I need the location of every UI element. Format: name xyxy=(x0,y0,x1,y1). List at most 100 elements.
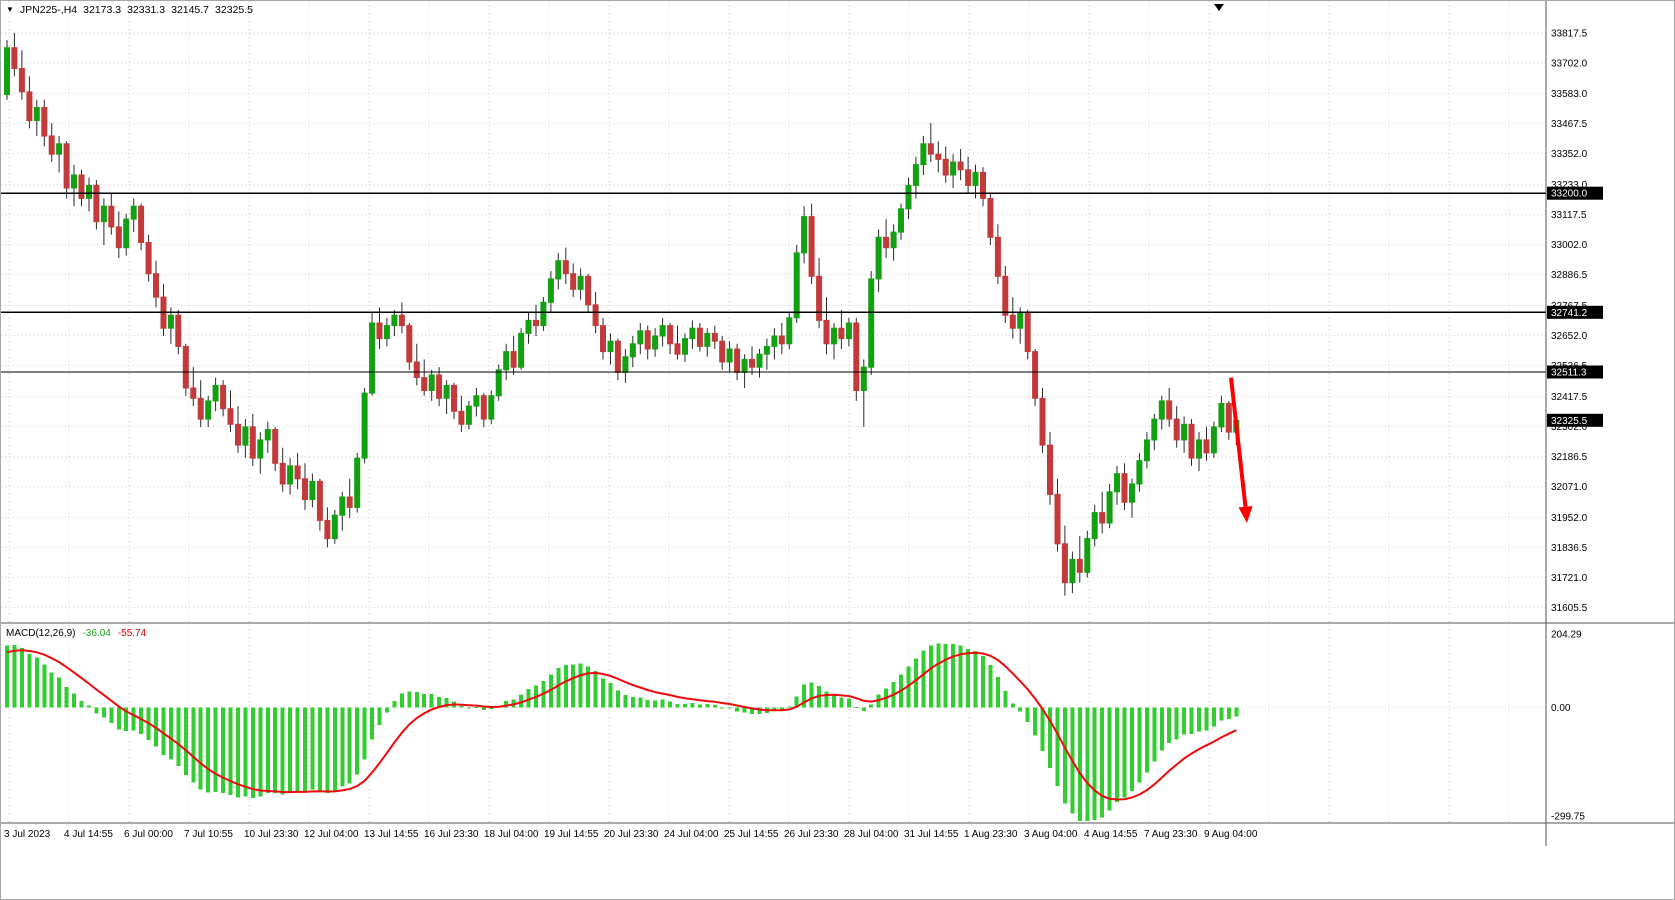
candle-body xyxy=(682,338,688,355)
candle-body xyxy=(912,164,919,186)
candle-body xyxy=(1143,439,1150,462)
candle-body xyxy=(778,335,785,345)
svg-text:32652.0: 32652.0 xyxy=(1551,331,1588,342)
macd-current-value: -36.04 xyxy=(82,628,111,639)
candle-body xyxy=(167,314,174,329)
candle-body xyxy=(585,275,592,306)
time-axis-label: 26 Jul 23:30 xyxy=(784,829,839,840)
svg-text:32511.3: 32511.3 xyxy=(1551,368,1587,379)
candle-body xyxy=(71,174,77,189)
candle-body xyxy=(734,348,741,373)
candle-body xyxy=(726,348,733,363)
candlestick-series xyxy=(4,32,1240,596)
svg-text:31721.0: 31721.0 xyxy=(1551,573,1588,584)
trend-arrow-annotation[interactable] xyxy=(1229,377,1253,523)
candle-body xyxy=(808,216,815,277)
level-price-tag: 32741.2 xyxy=(1547,305,1603,319)
level-price-tag: 33200.0 xyxy=(1547,186,1603,200)
time-axis-label: 16 Jul 23:30 xyxy=(424,829,479,840)
candle-body xyxy=(816,275,823,321)
candle-body xyxy=(555,260,562,280)
svg-text:-299.75: -299.75 xyxy=(1551,811,1585,822)
candle-body xyxy=(1196,439,1202,459)
candle-body xyxy=(145,242,152,275)
candle-body xyxy=(63,143,70,189)
candle-body xyxy=(845,322,852,340)
candle-body xyxy=(942,158,949,176)
candle-body xyxy=(719,340,726,363)
svg-text:204.29: 204.29 xyxy=(1551,630,1582,641)
candle-body xyxy=(11,47,18,69)
candle-body xyxy=(674,343,681,355)
svg-text:32186.5: 32186.5 xyxy=(1551,452,1588,463)
candle-body xyxy=(883,236,890,249)
candle-body xyxy=(249,426,256,459)
candle-body xyxy=(443,384,450,399)
candle-body xyxy=(451,384,457,412)
time-axis-label: 19 Jul 14:55 xyxy=(544,829,599,840)
chart-shift-marker-icon[interactable] xyxy=(1214,4,1224,11)
time-axis-label: 3 Jul 2023 xyxy=(4,829,51,840)
candle-body xyxy=(108,205,115,228)
ohlc-close: 32325.5 xyxy=(215,4,253,16)
candle-body xyxy=(592,304,599,327)
candle-body xyxy=(525,319,532,334)
candle-body xyxy=(1166,400,1173,420)
candle-body xyxy=(18,68,25,93)
time-axis: 3 Jul 2023 4 Jul 14:55 6 Jul 00:00 7 Jul 10… xyxy=(4,829,1258,840)
candle-body xyxy=(972,171,979,186)
candle-body xyxy=(831,327,837,345)
candle-body xyxy=(518,332,525,368)
candle-body xyxy=(138,205,145,243)
level-price-tag: 32511.3 xyxy=(1547,365,1603,379)
candle-body xyxy=(324,519,331,540)
time-axis-label: 13 Jul 14:55 xyxy=(364,829,419,840)
price-level-lines[interactable] xyxy=(1,192,1546,373)
candle-body xyxy=(391,314,398,327)
price-tags: 33200.0 32741.2 32511.3 32325.5 xyxy=(1547,186,1603,427)
svg-text:32071.0: 32071.0 xyxy=(1551,482,1588,493)
candle-body xyxy=(570,273,577,290)
candle-body xyxy=(562,260,569,275)
candle-body xyxy=(652,335,659,350)
candle-body xyxy=(26,91,33,122)
svg-text:0.00: 0.00 xyxy=(1551,703,1571,714)
time-axis-label: 1 Aug 23:30 xyxy=(964,829,1018,840)
candle-body xyxy=(696,327,703,347)
candle-body xyxy=(1054,493,1061,545)
time-axis-label: 4 Jul 14:55 xyxy=(64,829,113,840)
svg-text:32417.5: 32417.5 xyxy=(1551,392,1588,403)
candle-body xyxy=(659,325,666,337)
candle-body xyxy=(510,351,517,368)
candle-body xyxy=(875,236,882,280)
candle-body xyxy=(771,335,778,347)
macd-panel-label: MACD(12,26,9) -36.04 -55.74 xyxy=(6,628,146,639)
svg-text:31836.5: 31836.5 xyxy=(1551,543,1588,554)
candle-body xyxy=(123,218,130,249)
candle-body xyxy=(235,423,241,446)
candle-body xyxy=(965,169,972,186)
candle-body xyxy=(1121,473,1128,503)
candle-body xyxy=(637,330,644,345)
candle-body xyxy=(1210,426,1217,454)
candle-body xyxy=(316,480,323,521)
time-axis-label: 12 Jul 04:00 xyxy=(304,829,359,840)
candle-body xyxy=(1009,314,1016,329)
svg-text:32302.0: 32302.0 xyxy=(1551,422,1588,433)
candle-body xyxy=(272,429,279,464)
candle-body xyxy=(339,496,346,516)
svg-text:33002.0: 33002.0 xyxy=(1551,240,1588,251)
svg-text:33117.5: 33117.5 xyxy=(1551,210,1587,221)
candle-body xyxy=(607,340,614,353)
candle-body xyxy=(346,496,353,508)
candle-body xyxy=(1114,473,1120,493)
candle-body xyxy=(93,184,100,223)
candle-body xyxy=(190,387,197,399)
candle-body xyxy=(1017,312,1024,329)
svg-text:33702.0: 33702.0 xyxy=(1551,58,1588,69)
candle-body xyxy=(473,395,480,407)
symbol-dropdown-icon[interactable]: ▼ xyxy=(6,5,14,14)
candle-body xyxy=(369,322,376,394)
candle-body xyxy=(920,143,927,166)
